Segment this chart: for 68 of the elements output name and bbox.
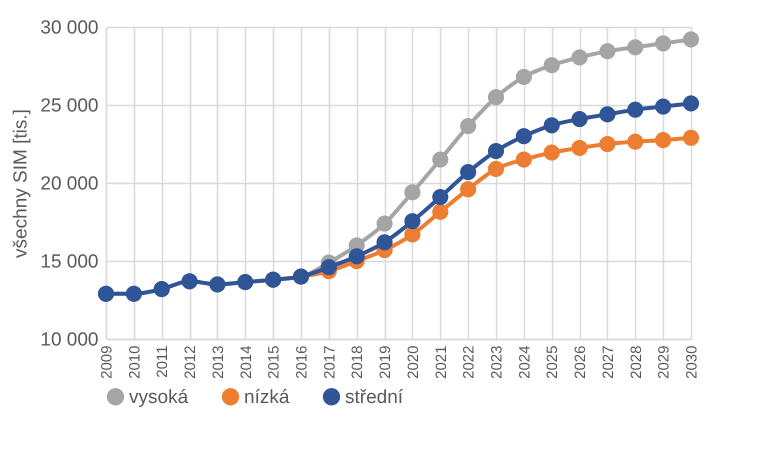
x-tick-label: 2027 [600, 346, 617, 379]
x-tick-label: 2024 [516, 346, 534, 379]
point [488, 142, 504, 160]
x-tick-label: 2028 [628, 346, 645, 379]
x-tick-label: 2020 [404, 346, 422, 379]
x-tick-label: 2030 [684, 346, 700, 379]
point [432, 188, 448, 206]
x-tick-label: 2015 [266, 346, 283, 379]
point [516, 152, 532, 168]
x-tick-label: 2025 [544, 346, 562, 379]
x-tick-label: 2014 [238, 346, 255, 379]
y-tick-label: 25 000 [40, 96, 98, 116]
x-tick-label: 2013 [210, 346, 227, 379]
point [682, 95, 700, 112]
x-tick-label: 2011 [154, 346, 172, 378]
point [544, 117, 560, 134]
y-axis-title: všechny SIM [tis.] [10, 109, 32, 258]
point [432, 152, 448, 168]
x-tick-label: 2029 [656, 346, 673, 379]
legend-label: vysoká [129, 386, 189, 408]
point [572, 49, 588, 66]
point [655, 35, 672, 52]
x-tick-label: 2010 [126, 346, 144, 379]
point [376, 234, 393, 250]
point [460, 181, 476, 198]
y-tick-label: 10 000 [40, 330, 98, 350]
point [488, 89, 504, 106]
x-tick-label: 2009 [98, 346, 116, 379]
point [599, 43, 616, 60]
y-tick-label: 30 000 [40, 18, 98, 38]
point [682, 31, 700, 48]
point [655, 98, 672, 115]
point [627, 134, 644, 150]
x-tick-label: 2017 [321, 346, 338, 379]
point [404, 213, 420, 230]
y-tick-label: 20 000 [40, 174, 98, 194]
point [599, 106, 616, 122]
x-tick-label: 2018 [349, 346, 366, 379]
point [627, 102, 644, 118]
x-tick-label: 2021 [432, 346, 450, 379]
point [572, 140, 588, 156]
legend-label: nízká [244, 386, 290, 408]
point [404, 184, 420, 200]
point [516, 68, 532, 85]
point [404, 226, 420, 243]
y-tick-label: 15 000 [40, 252, 98, 272]
x-tick-label: 2023 [488, 346, 506, 379]
x-tick-label: 2022 [460, 346, 478, 379]
point [348, 248, 365, 264]
legend-label: střední [345, 386, 404, 408]
point [544, 144, 560, 161]
point [599, 136, 616, 152]
x-tick-label: 2016 [294, 346, 310, 379]
point [432, 204, 448, 220]
point [460, 118, 476, 134]
point [682, 130, 700, 146]
point [376, 216, 393, 232]
point [544, 57, 560, 74]
point [572, 110, 588, 128]
point [655, 132, 672, 148]
point [516, 128, 532, 144]
x-tick-label: 2019 [377, 346, 394, 379]
point [460, 164, 476, 180]
x-tick-label: 2026 [572, 346, 590, 379]
point [320, 259, 337, 276]
x-tick-label: 2012 [182, 346, 200, 379]
point [488, 160, 504, 178]
point [627, 39, 644, 56]
